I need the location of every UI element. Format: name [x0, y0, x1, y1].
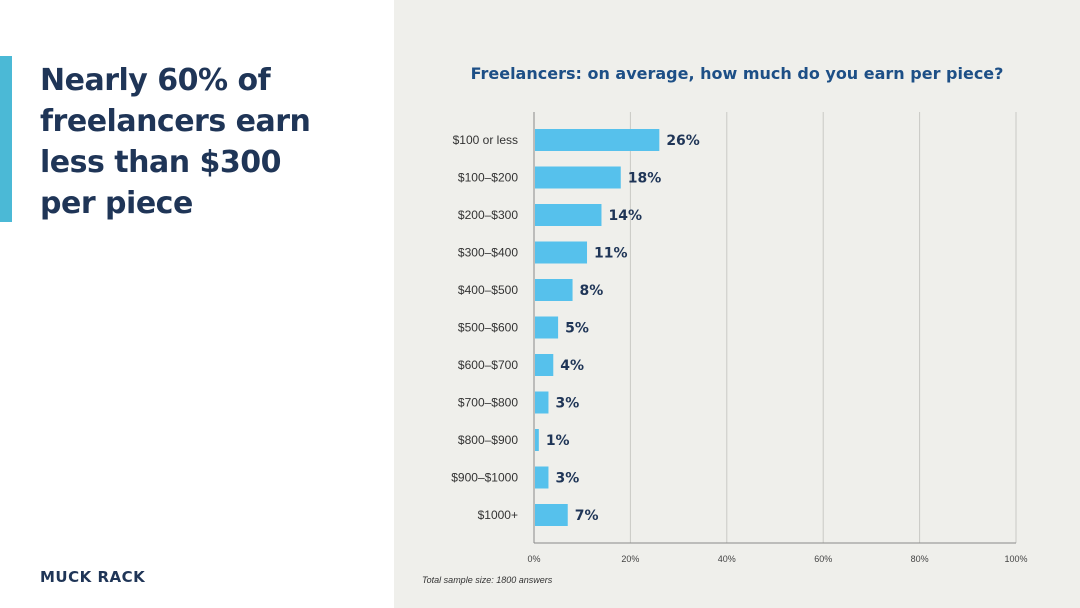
value-label: 3%	[555, 396, 579, 412]
category-label: $100–$200	[458, 171, 518, 185]
value-label: 4%	[560, 358, 584, 374]
value-label: 1%	[546, 433, 570, 449]
value-label: 11%	[594, 246, 628, 262]
bar	[535, 354, 554, 376]
value-label: 5%	[565, 321, 589, 337]
bar	[535, 504, 568, 526]
accent-bar	[0, 56, 12, 222]
bar	[535, 466, 549, 489]
left-panel	[0, 0, 394, 608]
x-tick-label: 40%	[718, 554, 736, 564]
x-tick-label: 60%	[814, 554, 832, 564]
value-label: 3%	[555, 471, 579, 487]
value-label: 8%	[580, 283, 604, 299]
category-label: $1000+	[478, 508, 518, 522]
category-label: $900–$1000	[451, 471, 518, 485]
category-label: $500–$600	[458, 321, 518, 335]
category-label: $100 or less	[453, 133, 518, 147]
value-label: 14%	[608, 208, 642, 224]
bar	[535, 279, 573, 301]
muck-rack-logo: MUCK RACK	[40, 568, 146, 586]
headline: Nearly 60% of freelancers earn less than…	[40, 63, 311, 221]
x-tick-label: 0%	[527, 554, 540, 564]
footnote: Total sample size: 1800 answers	[422, 575, 553, 585]
category-label: $300–$400	[458, 246, 518, 260]
value-label: 7%	[575, 508, 599, 524]
x-tick-label: 80%	[911, 554, 929, 564]
bar	[535, 204, 602, 226]
x-tick-label: 100%	[1004, 554, 1027, 564]
chart-panel	[394, 0, 1080, 608]
category-label: $200–$300	[458, 208, 518, 222]
bar	[535, 316, 559, 339]
bar	[535, 241, 588, 264]
chart-title: Freelancers: on average, how much do you…	[470, 64, 1004, 83]
category-label: $400–$500	[458, 283, 518, 297]
bar	[535, 429, 539, 451]
bar	[535, 166, 621, 189]
category-label: $600–$700	[458, 358, 518, 372]
bar	[535, 391, 549, 414]
value-label: 26%	[666, 133, 700, 149]
bar	[535, 129, 660, 151]
value-label: 18%	[628, 171, 662, 187]
category-label: $700–$800	[458, 396, 518, 410]
category-label: $800–$900	[458, 433, 518, 447]
x-tick-label: 20%	[621, 554, 639, 564]
